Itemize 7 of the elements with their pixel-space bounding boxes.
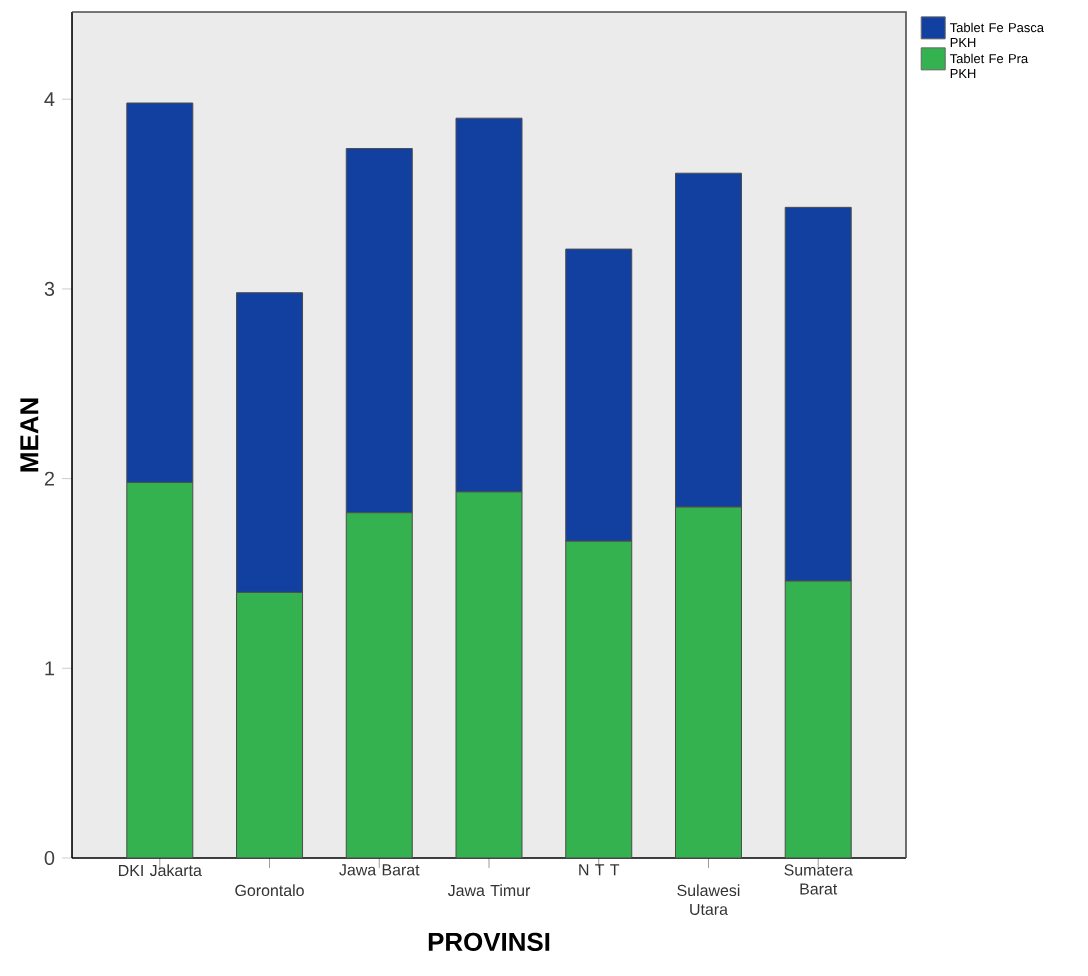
y-tick-label: 3 xyxy=(44,281,55,296)
y-tick-label: 2 xyxy=(44,471,54,486)
x-axis-title: PROVINSI xyxy=(428,932,550,952)
y-tick-label: 4 xyxy=(44,92,55,107)
y-tick-label: 1 xyxy=(45,661,55,676)
y-axis-title: MEAN xyxy=(20,398,39,472)
y-tick-label: 0 xyxy=(44,850,55,866)
